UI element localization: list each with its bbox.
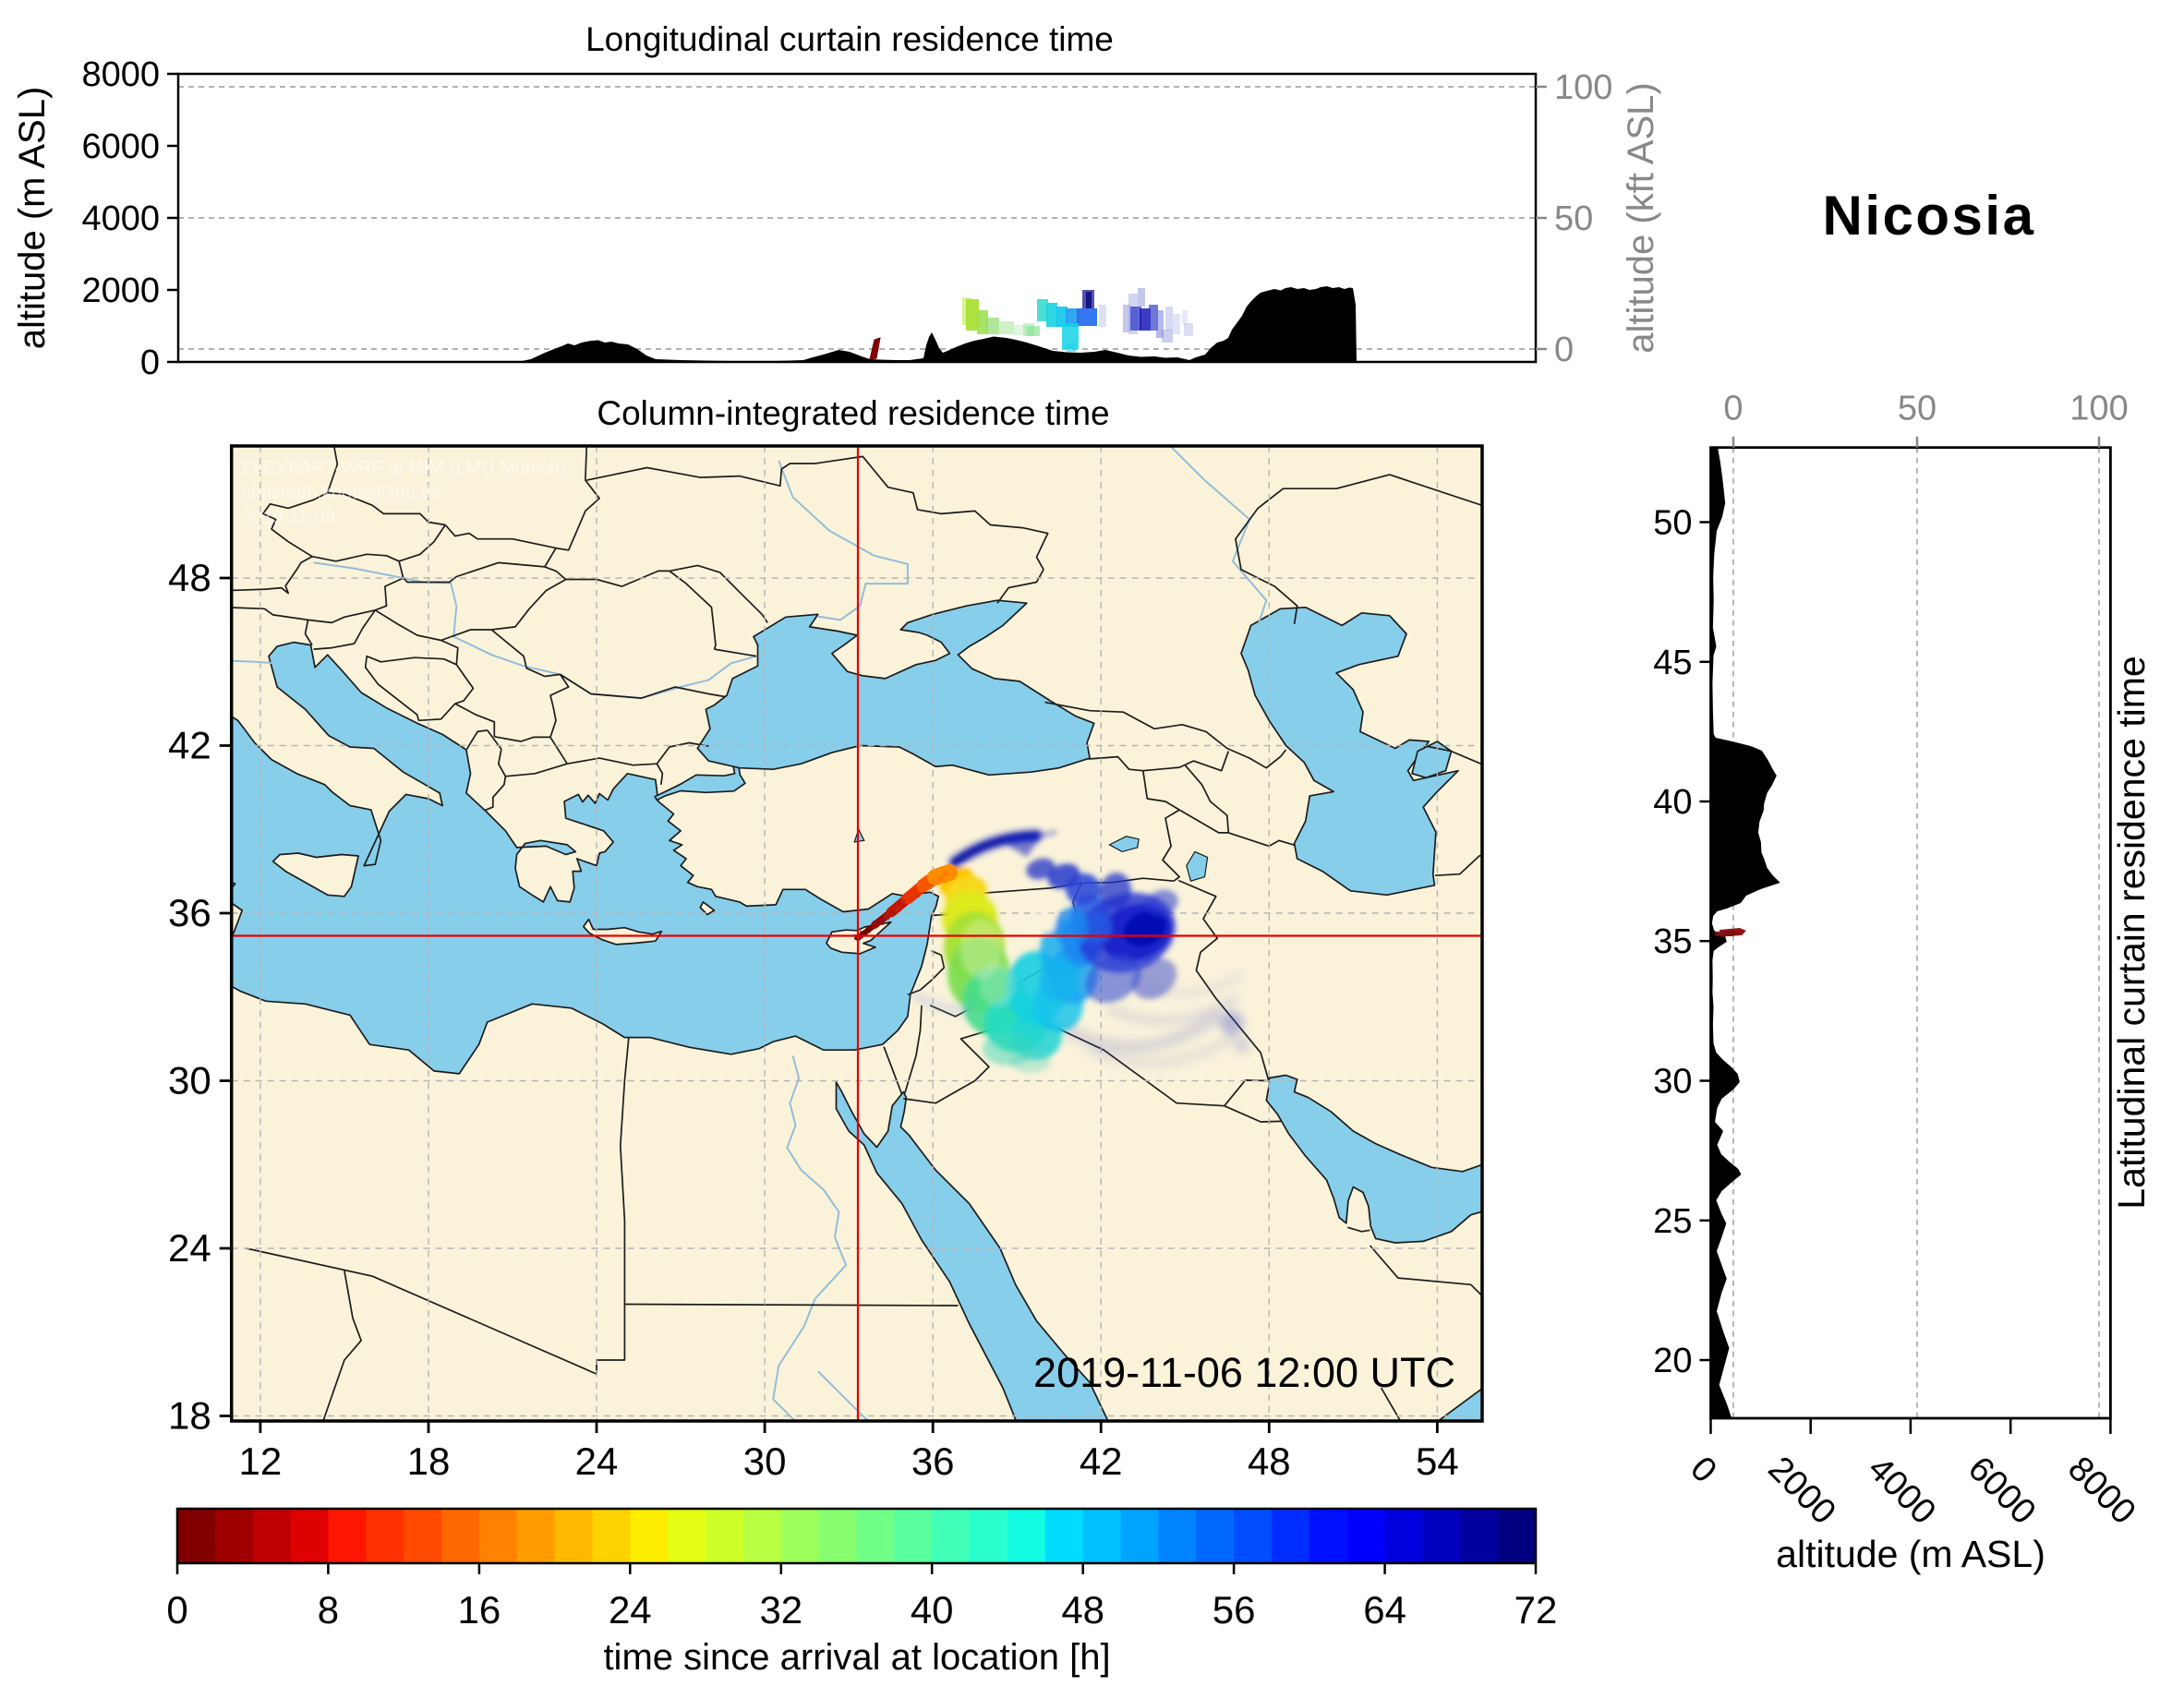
svg-text:48: 48 [168,556,211,599]
svg-text:36: 36 [168,891,211,934]
svg-text:30: 30 [1653,1063,1692,1102]
svg-text:18: 18 [168,1394,211,1438]
svg-text:12: 12 [239,1439,283,1483]
svg-text:50: 50 [1653,504,1692,543]
svg-text:42: 42 [1080,1439,1123,1483]
svg-text:0: 0 [1683,1450,1724,1491]
svg-text:32: 32 [759,1588,802,1632]
svg-text:4000: 4000 [1861,1450,1943,1532]
svg-text:30: 30 [743,1439,787,1483]
svg-text:20: 20 [1653,1342,1692,1380]
svg-text:36: 36 [911,1439,955,1483]
svg-text:30: 30 [168,1059,211,1102]
svg-text:40: 40 [911,1588,954,1632]
svg-text:Nicosia: Nicosia [1823,185,2036,247]
svg-text:18: 18 [407,1439,451,1483]
svg-text:0: 0 [1554,331,1574,369]
svg-text:16: 16 [458,1588,501,1632]
svg-text:24: 24 [168,1226,211,1270]
svg-text:64: 64 [1363,1588,1406,1632]
svg-text:0: 0 [140,343,160,382]
svg-text:42: 42 [168,724,211,767]
svg-text:altitude (m ASL): altitude (m ASL) [12,87,53,350]
svg-text:8000: 8000 [81,55,160,94]
svg-text:40: 40 [1653,783,1692,822]
svg-text:24: 24 [609,1588,652,1632]
svg-text:35: 35 [1653,922,1692,961]
svg-text:altitude (kft ASL): altitude (kft ASL) [1621,82,1661,353]
svg-text:Latitudinal curtain residence: Latitudinal curtain residence time [2110,656,2153,1209]
svg-text:50: 50 [1898,390,1937,428]
svg-text:72: 72 [1514,1588,1558,1632]
svg-text:8000: 8000 [2060,1450,2142,1532]
svg-text:48: 48 [1248,1439,1291,1483]
svg-text:FLEXPART-WRF at MIM (LMU Munic: FLEXPART-WRF at MIM (LMU Munich) [242,458,565,478]
svg-text:48: 48 [1061,1588,1104,1632]
svg-text:56: 56 [1213,1588,1256,1632]
svg-text:100: 100 [2069,390,2128,428]
svg-text:25: 25 [1653,1202,1692,1241]
svg-text:54: 54 [1416,1439,1459,1483]
svg-text:2000: 2000 [1760,1450,1842,1532]
svg-text:christoph.knote@lmu.de: christoph.knote@lmu.de [242,483,441,503]
svg-text:2019-11-06 12:00 UTC: 2019-11-06 12:00 UTC [1033,1349,1455,1396]
svg-text:2019-11-09: 2019-11-09 [242,508,335,528]
svg-text:2000: 2000 [81,271,160,310]
svg-text:0: 0 [166,1588,187,1632]
svg-text:0: 0 [1723,390,1743,428]
svg-text:4000: 4000 [81,199,160,238]
svg-text:time since arrival at location: time since arrival at location [h] [603,1637,1110,1678]
svg-text:6000: 6000 [1961,1450,2043,1532]
svg-text:Column-integrated residence ti: Column-integrated residence time [597,394,1109,432]
svg-text:Longitudinal curtain residence: Longitudinal curtain residence time [585,20,1114,58]
svg-text:24: 24 [575,1439,619,1483]
svg-text:100: 100 [1554,68,1612,107]
svg-text:6000: 6000 [81,127,160,166]
svg-text:45: 45 [1653,644,1692,682]
svg-text:altitude (m ASL): altitude (m ASL) [1776,1533,2045,1575]
svg-text:50: 50 [1554,199,1593,238]
svg-text:8: 8 [318,1588,339,1632]
